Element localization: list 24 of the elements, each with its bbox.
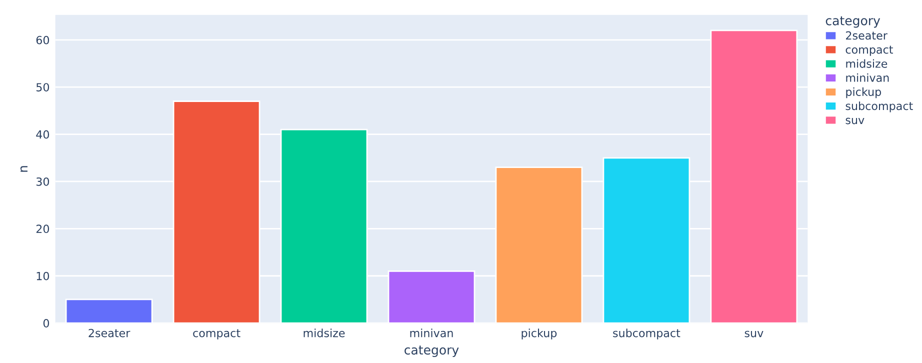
y-tick-label: 0 bbox=[43, 319, 50, 328]
x-tick-label: compact bbox=[193, 329, 240, 340]
y-tick-label: 40 bbox=[36, 130, 50, 139]
y-axis-title: n bbox=[20, 166, 28, 172]
x-tick-label: pickup bbox=[522, 328, 557, 340]
x-tick-label: 2seater bbox=[88, 328, 130, 338]
legend-label: subcompact bbox=[846, 102, 913, 112]
x-tick-label: minivan bbox=[410, 328, 453, 338]
x-tick-label: suv bbox=[744, 330, 764, 338]
x-axis-title: category bbox=[404, 346, 459, 358]
legend-label: midsize bbox=[846, 59, 888, 68]
y-tick-label: 50 bbox=[36, 83, 50, 92]
x-tick-label: midsize bbox=[304, 328, 345, 338]
legend-label: compact bbox=[846, 46, 893, 56]
legend-label: pickup bbox=[846, 87, 882, 98]
x-tick-label: subcompact bbox=[613, 328, 680, 340]
legend-title: category bbox=[826, 16, 880, 28]
legend-label: suv bbox=[846, 118, 864, 124]
y-tick-label: 10 bbox=[36, 272, 50, 280]
y-tick-label: 20 bbox=[36, 224, 50, 234]
legend-label: 2seater bbox=[846, 31, 888, 40]
y-tick-label: 30 bbox=[36, 177, 50, 186]
legend-label: minivan bbox=[846, 73, 889, 82]
y-tick-label: 60 bbox=[36, 36, 50, 44]
